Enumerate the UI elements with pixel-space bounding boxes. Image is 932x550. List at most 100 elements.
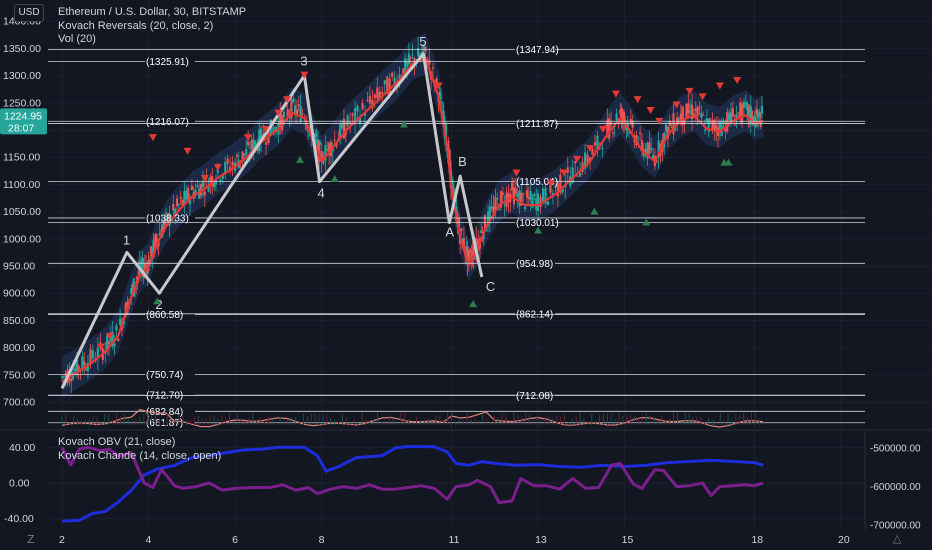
candle-body bbox=[124, 303, 127, 318]
y-tick-label: 1300.00 bbox=[3, 70, 41, 82]
x-tick-label: 4 bbox=[146, 534, 152, 546]
buy-signal-marker bbox=[590, 207, 599, 215]
level-label: (954.98) bbox=[516, 259, 553, 270]
candle-body bbox=[106, 335, 109, 351]
candle-body bbox=[185, 190, 188, 200]
candle-body bbox=[252, 139, 255, 154]
candle-body bbox=[299, 105, 302, 123]
sell-signal-marker bbox=[573, 155, 582, 163]
candle-body bbox=[591, 148, 594, 155]
candle-body bbox=[499, 191, 503, 208]
candle-body bbox=[174, 208, 177, 216]
candle-body bbox=[438, 91, 441, 100]
candle-body bbox=[733, 124, 736, 126]
candle-body bbox=[162, 226, 165, 232]
sell-signal-marker bbox=[715, 82, 724, 90]
y-tick-label: 1000.00 bbox=[3, 233, 41, 245]
candle-body bbox=[539, 197, 542, 208]
candle-body bbox=[349, 122, 352, 125]
candle-body bbox=[331, 147, 334, 152]
candle-body bbox=[579, 172, 582, 177]
sell-signal-marker bbox=[685, 87, 694, 95]
candle-body bbox=[153, 238, 156, 253]
candle-body bbox=[492, 206, 495, 217]
candle-body bbox=[541, 188, 545, 202]
candle-body bbox=[181, 199, 184, 205]
candle-body bbox=[644, 148, 647, 155]
candle-body bbox=[480, 230, 483, 233]
candle-body bbox=[428, 59, 431, 65]
sell-signal-marker bbox=[244, 134, 253, 142]
candle-body bbox=[490, 205, 493, 209]
level-label: (1216.07) bbox=[146, 117, 189, 128]
candle-body bbox=[293, 105, 297, 114]
candle-body bbox=[320, 150, 323, 163]
candle-body bbox=[358, 116, 362, 124]
candle-body bbox=[422, 45, 425, 52]
candle-body bbox=[398, 74, 401, 82]
candle-body bbox=[650, 147, 653, 150]
wave-label-4: 4 bbox=[318, 186, 325, 201]
sell-signal-marker bbox=[512, 169, 521, 177]
candle-body bbox=[460, 228, 463, 231]
wave-label-3: 3 bbox=[300, 54, 307, 69]
candle-body bbox=[523, 206, 527, 210]
candle-body bbox=[739, 102, 742, 120]
candle-body bbox=[314, 133, 317, 138]
candle-body bbox=[146, 267, 149, 275]
chart-title: Ethereum / U.S. Dollar, 30, BITSTAMP bbox=[58, 6, 247, 18]
y-tick-label: 1050.00 bbox=[3, 206, 41, 218]
timezone-icon[interactable]: Z bbox=[27, 533, 35, 546]
candle-body bbox=[164, 212, 167, 215]
indicator-kovach-chande[interactable]: Kovach Chande (14, close, open) bbox=[58, 450, 222, 462]
candle-body bbox=[574, 160, 577, 164]
candle-body bbox=[405, 61, 409, 67]
osc-right-tick: -700000.00 bbox=[870, 521, 921, 532]
candle-body bbox=[132, 278, 135, 297]
candle-body bbox=[724, 129, 727, 132]
candle-body bbox=[606, 119, 609, 134]
sell-signal-marker bbox=[300, 71, 309, 79]
candle-body bbox=[472, 246, 475, 260]
candle-body bbox=[60, 376, 64, 378]
candle-body bbox=[536, 193, 540, 212]
level-label: (1211.87) bbox=[516, 119, 558, 130]
candle-body bbox=[295, 109, 299, 116]
candle-body bbox=[522, 193, 525, 195]
indicator-volume[interactable]: Vol (20) bbox=[58, 33, 96, 45]
candle-body bbox=[388, 78, 391, 96]
candle-body bbox=[471, 250, 474, 260]
candle-body bbox=[212, 182, 216, 188]
candle-body bbox=[214, 180, 218, 185]
candle-body bbox=[737, 112, 740, 114]
candle-body bbox=[157, 240, 160, 247]
candle-body bbox=[711, 120, 714, 130]
candle-body bbox=[666, 126, 670, 139]
sell-signal-marker bbox=[105, 332, 114, 340]
candle-body bbox=[709, 118, 712, 120]
candle-body bbox=[333, 139, 336, 141]
x-tick-label: 15 bbox=[622, 534, 634, 546]
candle-body bbox=[136, 277, 139, 280]
candle-body bbox=[346, 115, 349, 127]
sell-signal-marker bbox=[560, 169, 569, 177]
indicator-kovach-obv[interactable]: Kovach OBV (21, close) bbox=[58, 436, 176, 448]
candle-body bbox=[625, 124, 628, 131]
indicator-kovach-reversals[interactable]: Kovach Reversals (20, close, 2) bbox=[58, 20, 214, 32]
candle-body bbox=[611, 132, 614, 134]
wave-label-2: 2 bbox=[155, 297, 162, 312]
level-label: (712.70) bbox=[146, 391, 183, 402]
sell-signal-marker bbox=[274, 109, 283, 117]
sell-signal-marker bbox=[283, 96, 292, 104]
settings-icon[interactable]: △ bbox=[893, 532, 902, 545]
x-tick-label: 18 bbox=[751, 534, 763, 546]
candle-body bbox=[452, 190, 456, 202]
candle-body bbox=[705, 118, 708, 122]
candle-body bbox=[264, 142, 268, 145]
candle-body bbox=[615, 113, 618, 121]
currency-selector[interactable]: USD bbox=[14, 4, 44, 22]
candle-body bbox=[190, 185, 193, 191]
candle-body bbox=[158, 232, 161, 236]
candle-body bbox=[728, 113, 731, 120]
